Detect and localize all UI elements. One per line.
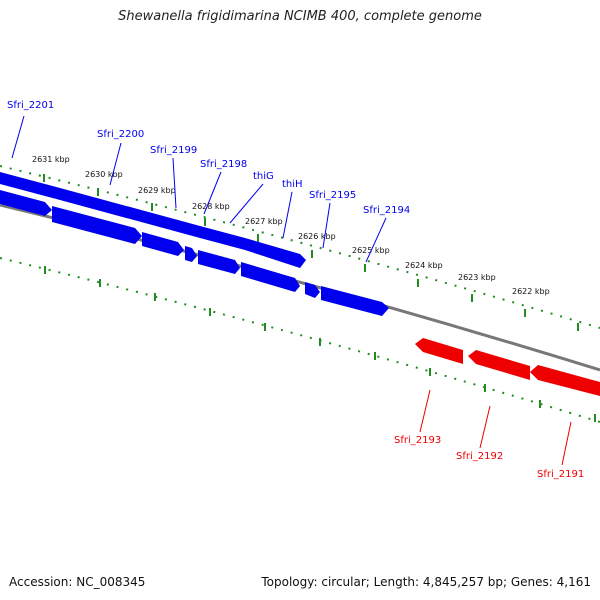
map-title: Shewanella frigidimarina NCIMB 400, comp…	[118, 9, 482, 24]
gene-arrow[interactable]	[241, 262, 300, 292]
gene-label[interactable]: Sfri_2194	[363, 205, 410, 216]
accession-text: Accession: NC_008345	[9, 575, 146, 589]
gene-label[interactable]: Sfri_2201	[7, 100, 54, 111]
gene-arrow[interactable]	[245, 238, 306, 268]
tick-label: 2624 kbp	[405, 261, 443, 270]
gene-leader-line	[365, 217, 387, 263]
gene-arrow[interactable]	[415, 338, 463, 364]
gene-label[interactable]: Sfri_2198	[200, 159, 247, 170]
tick-label: 2630 kbp	[85, 170, 123, 179]
gene-label[interactable]: Sfri_2193	[394, 435, 441, 446]
gene-leader-line	[561, 421, 572, 466]
gene-arrow[interactable]	[200, 226, 245, 250]
tick-label: 2623 kbp	[458, 273, 496, 282]
gene-arrow[interactable]	[52, 206, 142, 244]
tick-label: 2631 kbp	[32, 155, 70, 164]
major-ticks	[43, 174, 596, 422]
tick-label: 2627 kbp	[245, 217, 283, 226]
gene-label[interactable]: Sfri_2192	[456, 451, 503, 462]
gene-label[interactable]: Sfri_2199	[150, 145, 197, 156]
gene-leader-line	[203, 171, 222, 215]
gene-arrow[interactable]	[198, 250, 240, 274]
tick-label: 2622 kbp	[512, 287, 550, 296]
gene-arrow[interactable]	[468, 350, 530, 380]
tick-label: 2626 kbp	[298, 232, 336, 241]
gene-label[interactable]: Sfri_2195	[309, 190, 356, 201]
gene-label[interactable]: Sfri_2200	[97, 129, 144, 140]
gene-leader-line	[229, 183, 264, 224]
gene-arrow[interactable]	[321, 286, 389, 316]
gene-leader-line	[11, 115, 25, 159]
tick-track-outer	[0, 165, 600, 329]
gene-leader-line	[282, 191, 293, 239]
gene-arrow[interactable]	[0, 190, 52, 216]
gene-arrow[interactable]	[60, 188, 200, 238]
gene-label[interactable]: Sfri_2191	[537, 469, 584, 480]
gene-leader-line	[172, 157, 177, 209]
gene-arrow[interactable]	[185, 246, 197, 262]
tick-label: 2628 kbp	[192, 202, 230, 211]
gene-leader-line	[479, 405, 491, 449]
gene-leader-line	[419, 389, 431, 433]
gene-leader-line	[322, 202, 331, 249]
gene-arrow[interactable]	[142, 232, 184, 256]
tick-label: 2629 kbp	[138, 186, 176, 195]
gene-leader-line	[109, 142, 122, 186]
gene-arrow[interactable]	[530, 365, 600, 396]
gene-arrow[interactable]	[0, 172, 60, 200]
gene-label[interactable]: thiH	[282, 179, 303, 190]
gene-arrow[interactable]	[305, 282, 320, 298]
genome-summary-text: Topology: circular; Length: 4,845,257 bp…	[261, 575, 591, 589]
gene-label[interactable]: thiG	[253, 171, 274, 182]
